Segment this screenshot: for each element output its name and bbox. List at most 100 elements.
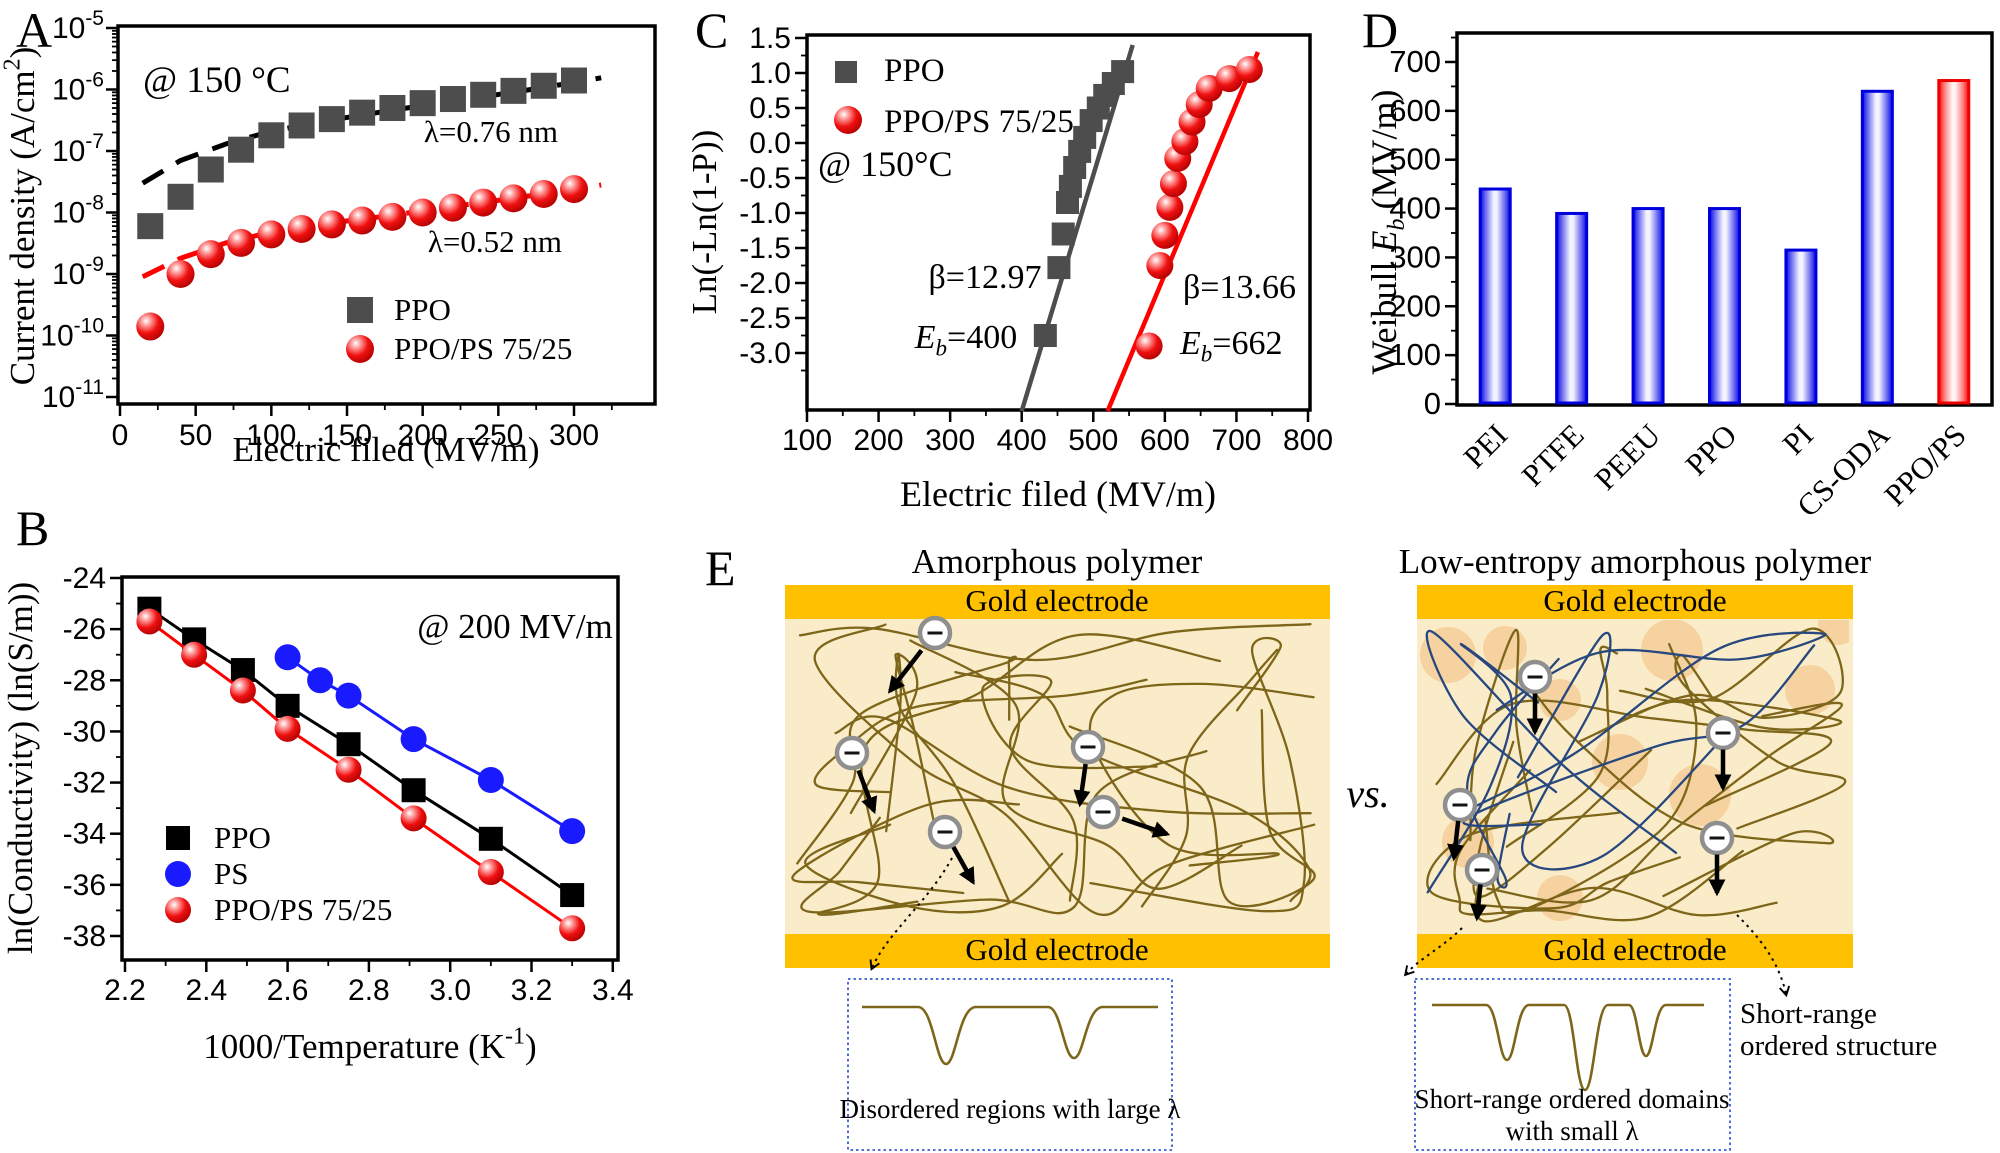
potential-wells-large-lambda (862, 1005, 1158, 1066)
panel-a-lambda-blend: λ=0.52 nm (428, 224, 562, 259)
tick-label: 0 (1424, 386, 1441, 421)
tick-label: 50 (179, 419, 212, 452)
bar-label-PEI: PEI (1457, 417, 1515, 475)
tick-label: -2.0 (739, 267, 791, 300)
panel-d-label: D (1362, 2, 1398, 58)
data-point (400, 805, 427, 832)
tick-label: 400 (997, 424, 1047, 457)
data-point (439, 86, 466, 113)
bar-PEI (1478, 187, 1512, 405)
data-point (530, 72, 557, 99)
bar-PTFE (1555, 211, 1589, 405)
electron-icon (1085, 794, 1121, 830)
panel-c-eb-ppo: Eb=400 (914, 319, 1017, 361)
data-point (378, 202, 407, 231)
tick-label: 3.4 (592, 974, 634, 1007)
electron-arrow (951, 845, 975, 885)
panel-b-series (136, 596, 586, 942)
tick-label: 200 (854, 424, 904, 457)
tick-label: 250 (473, 419, 523, 452)
bar-label-PPO/PS: PPO/PS (1877, 417, 1972, 512)
tick-label: 2.6 (267, 974, 309, 1007)
electron-arrow (856, 769, 878, 815)
data-point (336, 732, 361, 757)
polymer-chain (1426, 642, 1540, 894)
data-point (257, 220, 286, 249)
panel-e-label: E (705, 540, 736, 596)
tick-label: -28 (63, 664, 106, 697)
panel-a-legend-ppo: PPO (394, 292, 451, 327)
polymer-chain (909, 639, 1243, 890)
polymer-chain (1435, 699, 1832, 807)
legend-marker-ppo-a (347, 297, 373, 323)
data-point (409, 90, 436, 117)
bar-label-PI: PI (1776, 417, 1820, 461)
tick-label: 600 (1389, 93, 1441, 128)
panel-a-annotation: @ 150 °C (143, 60, 291, 101)
data-point (400, 726, 427, 753)
ordered-domain-blob (1483, 626, 1527, 670)
panel-b-label: B (16, 500, 49, 556)
panel-b-xlabel: 1000/Temperature (K-1) (203, 1023, 536, 1066)
panel-d-ylabel: Weibull Eb (MV/m) (1364, 89, 1410, 374)
data-point (1111, 60, 1135, 84)
tick-label: 3.2 (511, 974, 553, 1007)
data-point (408, 198, 437, 227)
panel-c-legend-blend: PPO/PS 75/25 (884, 104, 1074, 140)
tick-label: 10-6 (52, 69, 104, 107)
panel-c-beta-blend: β=13.66 (1183, 269, 1296, 306)
tick-label: 2.4 (185, 974, 227, 1007)
gold-electrode-label: Gold electrode (965, 583, 1148, 618)
polymer-chain (849, 652, 940, 844)
legend-marker-ppo-c (835, 61, 857, 83)
legend-marker-blend-b (165, 897, 191, 923)
axes-layer: 0 50 100 150 200 250 300 10-5 10-6 10-7 10-8 10-9 10… (40, 7, 1994, 1007)
data-point (229, 677, 256, 704)
tick-label: -36 (63, 869, 106, 902)
gold-electrode-label: Gold electrode (965, 932, 1148, 967)
electron-icon (1705, 715, 1741, 751)
inset-box-left (847, 978, 1173, 1151)
data-point (469, 188, 498, 217)
tick-label: 0.5 (749, 92, 791, 125)
tick-label: 300 (549, 419, 599, 452)
data-point (181, 641, 208, 668)
electron-arrow (1073, 763, 1091, 808)
polymer-chain (1089, 636, 1306, 913)
polymer-chain (798, 623, 1312, 662)
bar-CS-ODA (1860, 89, 1894, 405)
electron-arrow (1121, 816, 1171, 838)
tick-label: -1.0 (739, 197, 791, 230)
tick-label: 300 (925, 424, 975, 457)
data-point (470, 81, 497, 108)
data-point (335, 682, 362, 709)
tick-label: 10-9 (52, 253, 104, 291)
tick-label: 100 (246, 419, 296, 452)
panel-c-ylabel: Ln(-Ln(1-P)) (685, 130, 724, 315)
tick-label: -30 (63, 715, 106, 748)
electron-icon (834, 735, 870, 771)
tick-label: 500 (1389, 142, 1441, 177)
electrons-layer (834, 615, 1741, 1009)
data-point (318, 106, 345, 133)
panel-a-legend-blend: PPO/PS 75/25 (394, 331, 572, 366)
tick-label: 2.8 (348, 974, 390, 1007)
panel-b-ylabel: ln(Conductivity) (ln(S/m)) (1, 582, 40, 954)
electron-arrow (1469, 884, 1487, 922)
data-point (317, 210, 346, 239)
tick-label: 10-7 (52, 130, 104, 168)
tick-label: -2.5 (739, 302, 791, 335)
bar-PPO/PS (1937, 79, 1971, 405)
tick-label: 10-10 (40, 315, 104, 353)
tick-label: 200 (398, 419, 448, 452)
tick-label: 700 (1389, 44, 1441, 79)
polymer-chain (1140, 648, 1279, 908)
data-point (274, 644, 301, 671)
panel-c-annotation: @ 150°C (818, 144, 953, 184)
data-point (1146, 252, 1174, 279)
data-point (307, 667, 334, 694)
polymer-chain (813, 623, 1316, 917)
data-point (1235, 56, 1263, 83)
